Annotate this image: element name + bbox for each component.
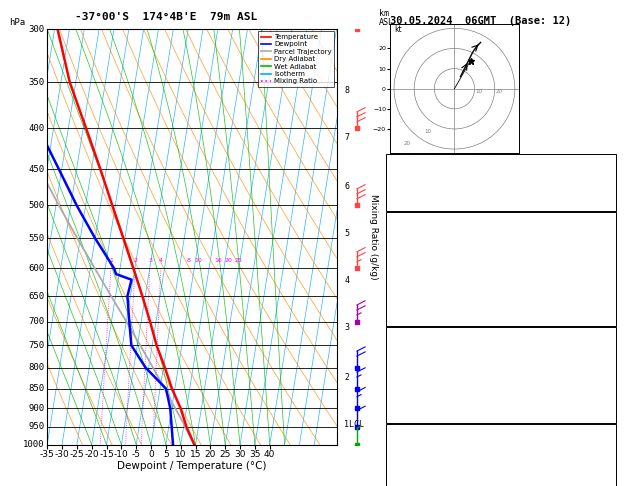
Text: 5: 5 [608, 273, 613, 283]
Legend: Temperature, Dewpoint, Parcel Trajectory, Dry Adiabat, Wet Adiabat, Isotherm, Mi: Temperature, Dewpoint, Parcel Trajectory… [258, 31, 335, 87]
Text: θᴄ(K): θᴄ(K) [389, 258, 418, 268]
Text: StmDir: StmDir [389, 461, 424, 471]
Text: CAPE (J): CAPE (J) [389, 386, 436, 396]
Text: 3: 3 [148, 258, 152, 262]
Text: 305: 305 [596, 258, 613, 268]
Text: 7: 7 [608, 160, 613, 170]
Text: CIN (J): CIN (J) [389, 304, 430, 313]
X-axis label: Dewpoint / Temperature (°C): Dewpoint / Temperature (°C) [117, 461, 267, 470]
Text: 350: 350 [28, 78, 44, 87]
Text: 550: 550 [28, 234, 44, 243]
Text: 305: 305 [596, 356, 613, 366]
Text: 4: 4 [159, 258, 163, 262]
Text: 650: 650 [28, 292, 44, 300]
Text: 700: 700 [28, 317, 44, 326]
Text: 10: 10 [194, 258, 202, 262]
Text: θᴄ (K): θᴄ (K) [389, 356, 424, 366]
Text: SREH: SREH [389, 450, 412, 460]
Text: Pressure (mb): Pressure (mb) [389, 341, 465, 351]
Text: kt: kt [394, 25, 402, 35]
Text: 37: 37 [601, 386, 613, 396]
Text: 37: 37 [601, 288, 613, 298]
Text: 400: 400 [28, 124, 44, 133]
Text: Temp (°C): Temp (°C) [389, 227, 442, 237]
Text: 0: 0 [608, 401, 613, 411]
Text: Surface: Surface [481, 216, 521, 226]
Text: hPa: hPa [9, 17, 26, 27]
Text: Hodograph: Hodograph [474, 428, 528, 438]
Text: 950: 950 [28, 422, 44, 432]
Text: -65: -65 [596, 438, 613, 449]
Text: km
ASL: km ASL [379, 9, 394, 27]
Text: 1010: 1010 [590, 341, 613, 351]
Text: 8: 8 [187, 258, 191, 262]
Y-axis label: Mixing Ratio (g/kg): Mixing Ratio (g/kg) [369, 194, 378, 280]
Text: © weatheronline.co.uk: © weatheronline.co.uk [389, 474, 494, 484]
Text: CIN (J): CIN (J) [389, 401, 430, 411]
Text: 300: 300 [28, 25, 44, 34]
Text: Totals Totals: Totals Totals [389, 176, 465, 186]
Text: 900: 900 [28, 404, 44, 413]
Text: 10: 10 [476, 89, 482, 94]
Text: 5: 5 [608, 371, 613, 381]
Text: 1000: 1000 [23, 440, 44, 449]
Text: Most Unstable: Most Unstable [463, 330, 539, 341]
Text: 1: 1 [109, 258, 113, 262]
Text: 20: 20 [225, 258, 232, 262]
Text: Lifted Index: Lifted Index [389, 371, 459, 381]
Text: 500: 500 [28, 201, 44, 210]
Text: 0: 0 [608, 304, 613, 313]
Text: StmSpd (kt): StmSpd (kt) [389, 472, 454, 483]
Text: Dewp (°C): Dewp (°C) [389, 243, 442, 252]
Text: 25: 25 [235, 258, 242, 262]
Text: 222°: 222° [590, 461, 613, 471]
Text: 14.6: 14.6 [590, 227, 613, 237]
Text: 1.29: 1.29 [590, 192, 613, 203]
Text: 30.05.2024  06GMT  (Base: 12): 30.05.2024 06GMT (Base: 12) [390, 16, 571, 26]
Text: 43: 43 [601, 472, 613, 483]
Text: Lifted Index: Lifted Index [389, 273, 459, 283]
Text: -37°00'S  174°4B'E  79m ASL: -37°00'S 174°4B'E 79m ASL [75, 12, 258, 22]
Text: K: K [389, 160, 394, 170]
Text: 10: 10 [425, 129, 431, 134]
Text: EH: EH [389, 438, 401, 449]
Text: 850: 850 [28, 384, 44, 393]
Text: CAPE (J): CAPE (J) [389, 288, 436, 298]
Text: 2: 2 [133, 258, 137, 262]
Text: 450: 450 [28, 165, 44, 174]
Text: 21: 21 [601, 450, 613, 460]
Text: 41: 41 [601, 176, 613, 186]
Text: 750: 750 [28, 341, 44, 350]
Text: 800: 800 [28, 363, 44, 372]
Text: 16: 16 [214, 258, 222, 262]
Text: 600: 600 [28, 264, 44, 273]
Text: 20: 20 [496, 89, 503, 94]
Text: PW (cm): PW (cm) [389, 192, 430, 203]
Text: 20: 20 [404, 141, 411, 146]
Text: 7.4: 7.4 [596, 243, 613, 252]
